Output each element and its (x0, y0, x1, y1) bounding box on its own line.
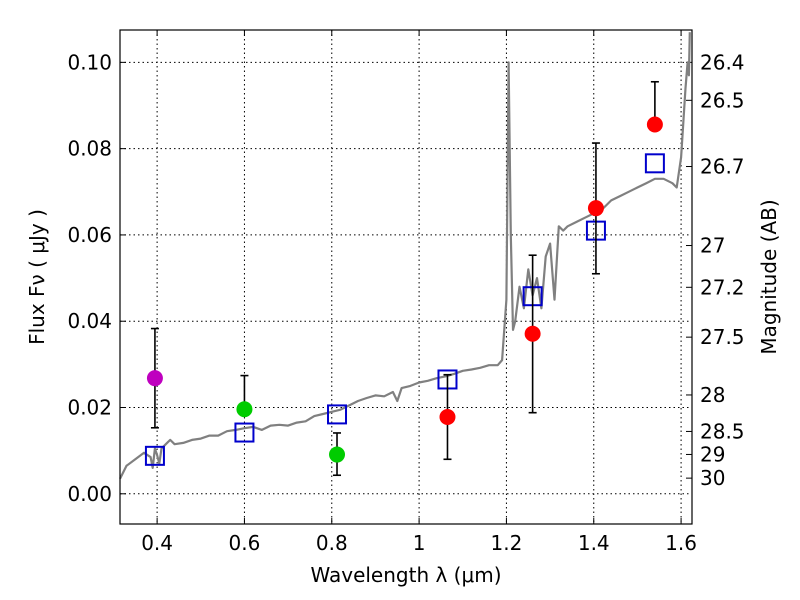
mag-tick-label: 26.4 (700, 50, 745, 74)
x-tick-label: 0.6 (229, 531, 261, 555)
y-tick-label: 0.02 (67, 396, 112, 420)
y-tick-label: 0.06 (67, 223, 112, 247)
x-axis-label: Wavelength λ (μm) (310, 563, 501, 587)
mag-tick-label: 30 (700, 466, 725, 490)
model-square-marker (234, 422, 255, 443)
y-tick-label: 0.00 (67, 482, 112, 506)
observed-point (587, 200, 604, 217)
model-square-marker (644, 153, 665, 174)
right-axis-label: Magnitude (AB) (757, 199, 781, 354)
plot-frame (119, 29, 693, 525)
observed-point (236, 401, 253, 418)
x-tick-label: 0.8 (316, 531, 348, 555)
observed-point (329, 446, 346, 463)
y-tick-label: 0.08 (67, 137, 112, 161)
x-tick-label: 1.2 (491, 531, 523, 555)
x-tick-label: 1 (413, 531, 426, 555)
model-square-marker (144, 445, 165, 466)
y-tick-label: 0.04 (67, 309, 112, 333)
mag-tick-label: 26.7 (700, 155, 745, 179)
model-square-marker (327, 404, 348, 425)
mag-tick-label: 28 (700, 383, 725, 407)
x-tick-label: 0.4 (141, 531, 173, 555)
grid-layer (120, 30, 692, 524)
y-axis-label: Flux Fν ( μJy ) (25, 209, 49, 345)
mag-tick-label: 26.5 (700, 88, 745, 112)
mag-tick-label: 27.5 (700, 325, 745, 349)
observed-point (524, 325, 541, 342)
ticks-layer: 0.4 0.6 0.8 1 1.2 1.4 1.6 0.00 0.02 0.04 0.06 0.08 0… (67, 30, 745, 555)
data-layer (119, 32, 691, 480)
mag-tick-label: 27 (700, 234, 725, 258)
observed-point (646, 116, 663, 133)
x-tick-label: 1.6 (665, 531, 697, 555)
x-tick-label: 1.4 (578, 531, 610, 555)
observed-point (439, 409, 456, 426)
observed-point (146, 370, 163, 387)
mag-tick-label: 28.5 (700, 419, 745, 443)
y-tick-label: 0.10 (67, 50, 112, 74)
mag-tick-label: 29 (700, 442, 725, 466)
mag-tick-label: 27.2 (700, 275, 745, 299)
